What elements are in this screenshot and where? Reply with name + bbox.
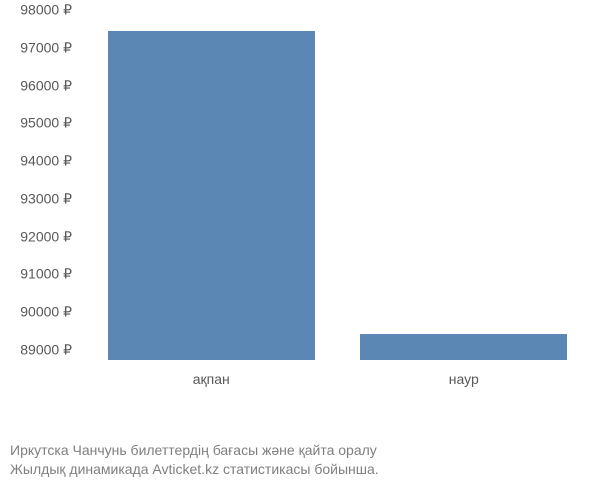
bar xyxy=(360,334,567,360)
y-tick-label: 94000 ₽ xyxy=(20,153,72,170)
y-tick-label: 92000 ₽ xyxy=(20,228,72,245)
x-axis: ақпан наур xyxy=(85,365,590,395)
y-tick-label: 90000 ₽ xyxy=(20,304,72,321)
x-tick-label: наур xyxy=(449,371,479,387)
y-axis: 89000 ₽90000 ₽91000 ₽92000 ₽93000 ₽94000… xyxy=(0,10,80,350)
bar xyxy=(108,31,315,360)
y-tick-label: 97000 ₽ xyxy=(20,39,72,56)
y-tick-label: 96000 ₽ xyxy=(20,77,72,94)
y-tick-label: 98000 ₽ xyxy=(20,2,72,19)
plot-area xyxy=(85,20,590,360)
bars-area xyxy=(85,20,590,360)
x-tick-label: ақпан xyxy=(193,371,230,387)
chart-caption: Иркутска Чанчунь билеттердің бағасы және… xyxy=(10,441,600,480)
caption-line-1: Иркутска Чанчунь билеттердің бағасы және… xyxy=(10,441,600,461)
price-chart: 89000 ₽ 90000 ₽ 91000 ₽ 92000 ₽ 93000 ₽ 94000… xyxy=(0,0,600,420)
y-tick-label: 89000 ₽ xyxy=(20,342,72,359)
y-tick-label: 91000 ₽ xyxy=(20,266,72,283)
y-tick-label: 93000 ₽ xyxy=(20,190,72,207)
caption-line-2: Жылдық динамикада Avticket.kz статистика… xyxy=(10,460,600,480)
y-tick-label: 95000 ₽ xyxy=(20,115,72,132)
